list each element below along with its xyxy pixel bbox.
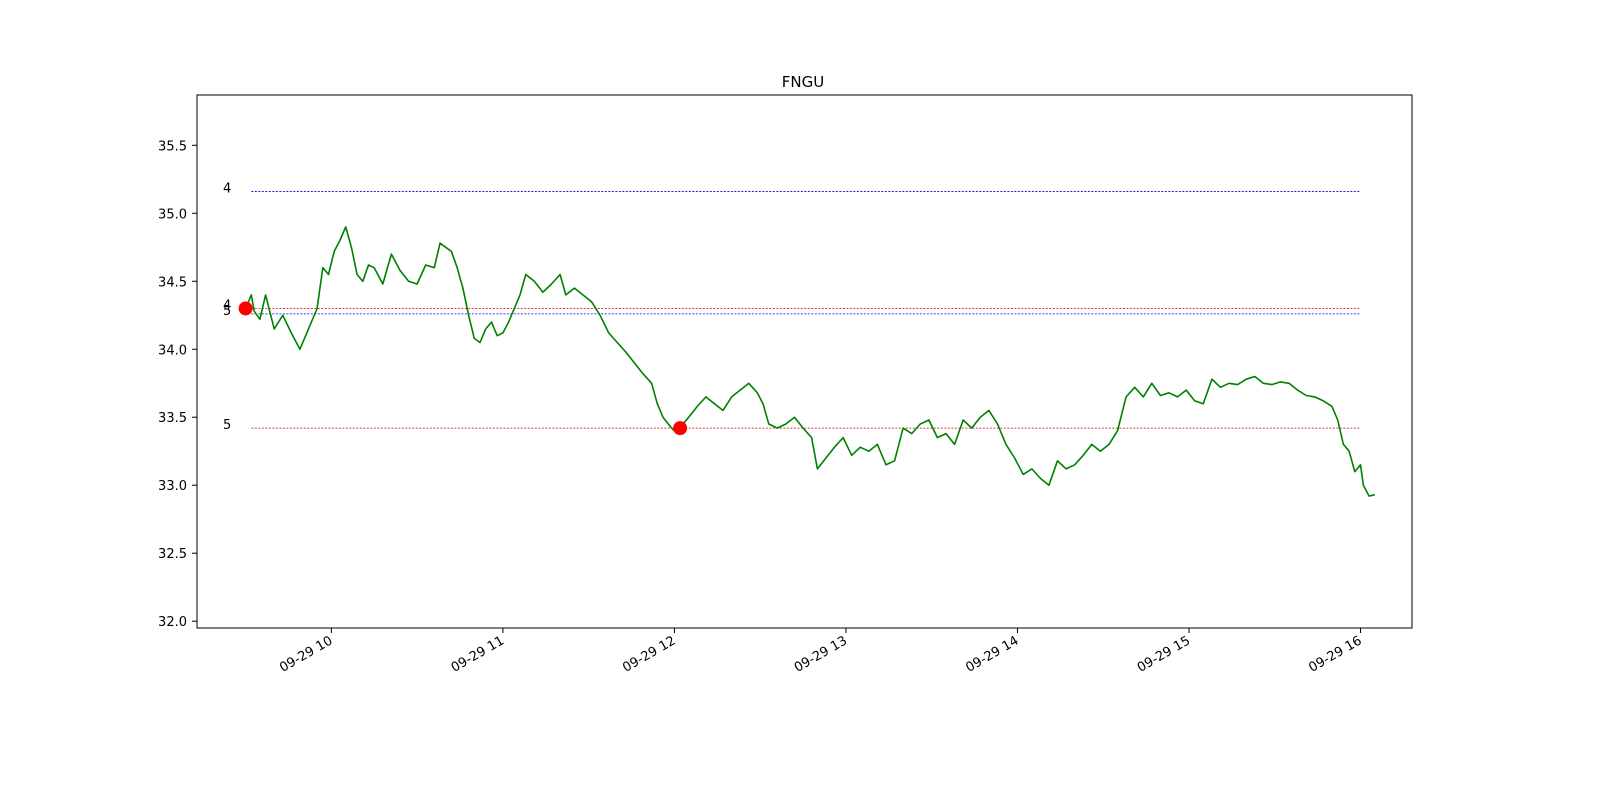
y-tick-label: 32.5 bbox=[158, 547, 187, 562]
level-label: 4 bbox=[223, 182, 231, 197]
y-tick-label: 35.5 bbox=[158, 139, 187, 154]
level-label: 5 bbox=[223, 418, 231, 433]
series-layer bbox=[244, 226, 1375, 497]
plot-frame bbox=[196, 94, 1413, 629]
y-tick-label: 33.5 bbox=[158, 411, 187, 426]
y-tick-label: 33.0 bbox=[158, 479, 187, 494]
y-tick-label: 35.0 bbox=[158, 207, 187, 222]
chart-title: FNGU bbox=[782, 73, 824, 91]
level-label: 5 bbox=[223, 304, 231, 319]
signal-marker bbox=[673, 421, 688, 436]
y-tick-label: 32.0 bbox=[158, 615, 187, 630]
level-label: 4 bbox=[223, 298, 231, 313]
y-axis: 32.0 32.5 33.0 33.5 34.0 34.5 35.0 35.5 bbox=[158, 139, 197, 630]
y-tick-label: 34.5 bbox=[158, 275, 187, 290]
markers-layer bbox=[238, 301, 688, 436]
y-tick-label: 34.0 bbox=[158, 343, 187, 358]
price-series-line bbox=[244, 226, 1375, 497]
signal-marker bbox=[238, 301, 253, 316]
